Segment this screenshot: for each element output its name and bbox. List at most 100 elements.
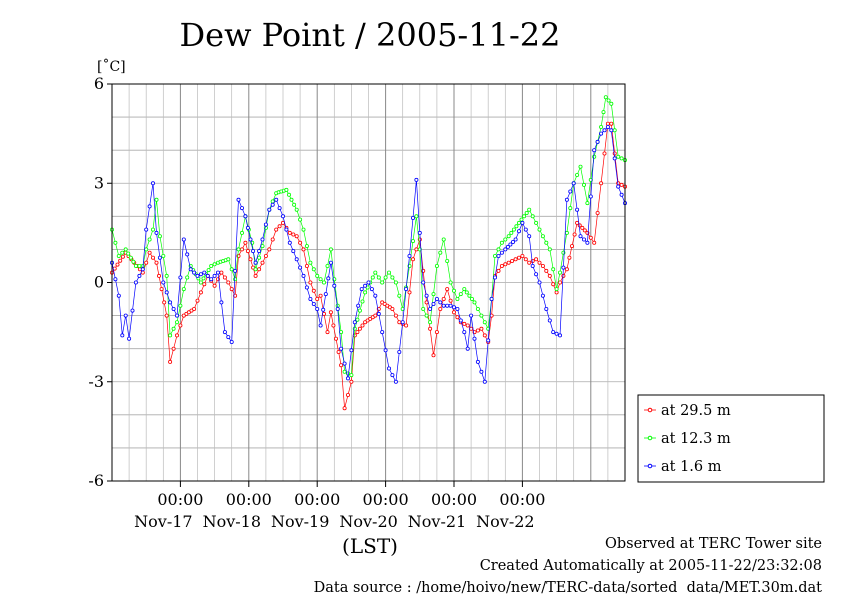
data-point bbox=[612, 151, 617, 156]
data-point bbox=[479, 313, 484, 318]
data-point bbox=[570, 244, 575, 249]
data-point bbox=[120, 250, 125, 255]
data-point bbox=[599, 131, 604, 136]
data-point bbox=[243, 240, 248, 245]
data-point bbox=[503, 237, 508, 242]
data-point bbox=[118, 258, 123, 263]
data-point bbox=[318, 277, 323, 282]
data-point bbox=[161, 253, 166, 258]
data-point bbox=[582, 237, 587, 242]
y-tick-label: -3 bbox=[88, 372, 104, 391]
data-point bbox=[236, 197, 241, 202]
plot-frame bbox=[111, 83, 626, 482]
data-point bbox=[448, 298, 453, 303]
data-point bbox=[482, 379, 487, 384]
data-point bbox=[568, 206, 573, 211]
data-point bbox=[482, 333, 487, 338]
data-point bbox=[434, 330, 439, 335]
data-point bbox=[537, 280, 542, 285]
data-point bbox=[284, 187, 289, 192]
x-axis-ticks: 00:00Nov-1700:00Nov-1800:00Nov-1900:00No… bbox=[134, 481, 545, 531]
data-point bbox=[357, 308, 362, 313]
data-point bbox=[315, 273, 320, 278]
data-point bbox=[414, 177, 419, 182]
data-point bbox=[212, 283, 217, 288]
data-point bbox=[592, 240, 597, 245]
data-point bbox=[373, 313, 378, 318]
data-point bbox=[253, 267, 258, 272]
data-point bbox=[304, 263, 309, 268]
series-3 bbox=[110, 125, 628, 384]
data-point bbox=[294, 257, 299, 262]
data-point bbox=[128, 255, 133, 260]
data-point bbox=[595, 139, 600, 144]
x-tick-date-label: Nov-17 bbox=[134, 512, 192, 531]
data-point bbox=[345, 376, 350, 381]
data-point bbox=[201, 276, 206, 281]
data-point bbox=[226, 280, 231, 285]
data-point bbox=[332, 283, 337, 288]
data-point bbox=[558, 333, 563, 338]
data-point bbox=[215, 270, 220, 275]
data-point bbox=[530, 263, 535, 268]
data-point bbox=[547, 318, 552, 323]
chart-title: Dew Point / 2005-11-22 bbox=[180, 16, 561, 54]
data-point bbox=[499, 263, 504, 268]
data-point bbox=[206, 268, 211, 273]
data-point bbox=[178, 323, 183, 328]
data-point bbox=[609, 128, 614, 133]
data-point bbox=[198, 290, 203, 295]
data-point bbox=[133, 263, 138, 268]
data-point bbox=[147, 250, 152, 255]
data-point bbox=[113, 277, 118, 282]
data-point bbox=[592, 154, 597, 159]
data-point bbox=[360, 299, 365, 304]
data-point bbox=[414, 247, 419, 252]
data-point bbox=[162, 300, 167, 305]
data-point bbox=[298, 240, 303, 245]
data-point bbox=[253, 273, 258, 278]
data-point bbox=[513, 257, 518, 262]
data-point bbox=[530, 258, 535, 263]
data-point bbox=[373, 293, 378, 298]
creation-time-note: Created Automatically at 2005-11-22/23:3… bbox=[479, 558, 822, 574]
data-point bbox=[393, 280, 398, 285]
data-point bbox=[606, 98, 611, 103]
data-point bbox=[116, 293, 121, 298]
x-tick-date-label: Nov-20 bbox=[339, 512, 397, 531]
data-point bbox=[116, 253, 121, 258]
data-point bbox=[496, 268, 501, 273]
data-point bbox=[298, 217, 303, 222]
data-point bbox=[342, 406, 347, 411]
data-point bbox=[171, 326, 176, 331]
legend-marker bbox=[647, 435, 653, 441]
data-point bbox=[292, 202, 297, 207]
data-point bbox=[537, 227, 542, 232]
data-point bbox=[397, 320, 402, 325]
x-tick-date-label: Nov-21 bbox=[408, 512, 466, 531]
data-point bbox=[421, 280, 426, 285]
data-point bbox=[349, 379, 354, 384]
data-point bbox=[304, 244, 309, 249]
data-point bbox=[369, 287, 374, 292]
data-point bbox=[229, 339, 234, 344]
data-point bbox=[311, 267, 316, 272]
data-point bbox=[263, 253, 268, 258]
data-point bbox=[181, 287, 186, 292]
data-point bbox=[441, 296, 446, 301]
data-point bbox=[404, 323, 409, 328]
data-point bbox=[192, 306, 197, 311]
data-point bbox=[520, 220, 525, 225]
data-point bbox=[603, 95, 608, 100]
data-point bbox=[527, 234, 532, 239]
data-point bbox=[239, 247, 244, 252]
data-point bbox=[156, 273, 161, 278]
data-point bbox=[455, 315, 460, 320]
y-tick-label: -6 bbox=[88, 471, 104, 490]
data-point bbox=[464, 290, 469, 295]
data-point bbox=[534, 257, 539, 262]
data-point bbox=[236, 247, 241, 252]
data-point bbox=[575, 207, 580, 212]
data-point bbox=[572, 232, 577, 237]
data-point bbox=[544, 268, 549, 273]
